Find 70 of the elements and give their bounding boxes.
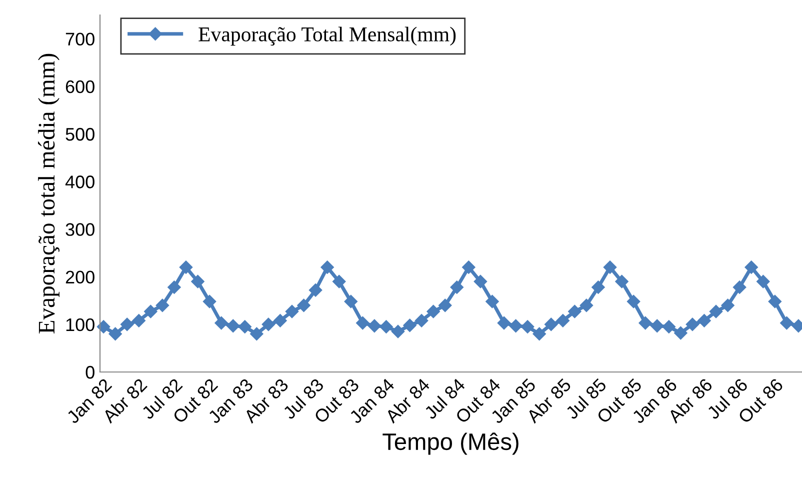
point	[780, 316, 794, 330]
point	[674, 326, 688, 340]
point	[285, 304, 299, 318]
point	[414, 314, 428, 328]
point	[438, 298, 452, 312]
x-axis-title: Tempo (Mês)	[382, 432, 518, 455]
point	[568, 304, 582, 318]
point	[686, 318, 700, 331]
point	[168, 280, 181, 294]
point	[486, 294, 499, 308]
point	[191, 274, 204, 288]
point	[403, 318, 416, 332]
y-tick-label: 600	[66, 80, 94, 94]
point	[320, 260, 334, 274]
point	[626, 294, 640, 308]
point	[462, 260, 476, 274]
point	[744, 260, 758, 274]
point	[768, 294, 782, 308]
y-tick-label: 500	[66, 128, 94, 141]
point	[556, 314, 570, 328]
point	[156, 298, 170, 312]
point	[638, 316, 652, 330]
point	[732, 280, 746, 294]
point	[214, 316, 228, 330]
point	[179, 260, 193, 274]
point	[391, 324, 405, 338]
point	[356, 316, 370, 330]
point	[426, 304, 440, 318]
point	[120, 318, 134, 331]
point	[650, 319, 664, 332]
point	[709, 304, 723, 318]
point	[450, 280, 464, 294]
point	[474, 274, 488, 288]
point	[308, 284, 322, 297]
point	[698, 314, 711, 328]
point	[250, 327, 264, 341]
point	[580, 298, 594, 312]
point	[238, 320, 252, 334]
point	[108, 327, 122, 341]
point	[344, 294, 358, 308]
y-tick-label: 700	[66, 32, 94, 46]
point	[262, 318, 276, 331]
y-tick-label: 100	[66, 318, 94, 332]
point	[297, 298, 310, 312]
point	[274, 314, 287, 328]
point	[368, 319, 382, 332]
y-tick-label: 0	[86, 366, 94, 379]
point	[592, 280, 605, 294]
point	[603, 260, 617, 274]
point	[380, 320, 393, 334]
point	[332, 274, 346, 288]
point	[202, 294, 216, 308]
y-tick-label: 400	[65, 176, 94, 188]
legend-label: Evaporação Total Mensal(mm)	[198, 26, 456, 46]
point	[544, 318, 558, 331]
point	[756, 274, 770, 288]
point	[520, 320, 534, 334]
point	[509, 319, 522, 332]
y-tick-label: 200	[66, 270, 94, 284]
point	[144, 304, 158, 318]
point	[662, 320, 676, 334]
point	[226, 319, 240, 332]
point	[532, 327, 546, 341]
point	[721, 298, 734, 312]
point	[96, 320, 110, 334]
point	[132, 314, 146, 328]
point	[615, 274, 628, 288]
y-axis-title: Evaporação total média (mm)	[38, 54, 60, 334]
point	[497, 316, 511, 330]
y-tick-label: 300	[66, 223, 94, 236]
